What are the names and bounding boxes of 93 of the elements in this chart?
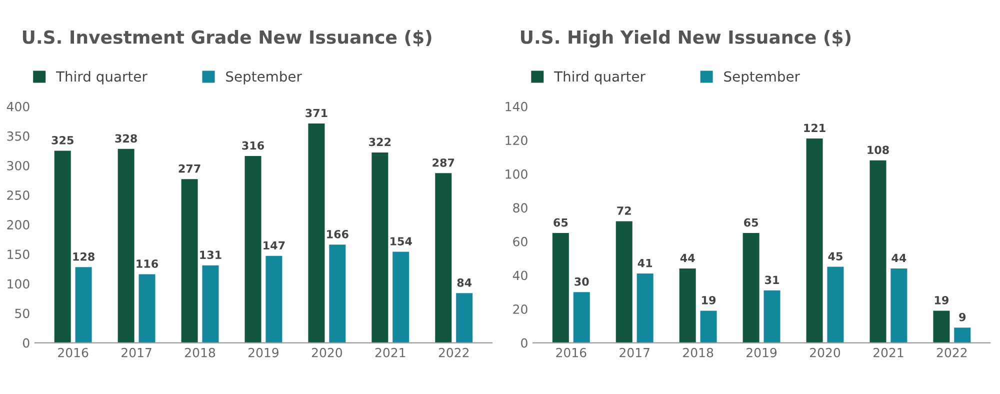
data-label: 316 [242, 141, 264, 150]
y-tick-label: 120 [506, 136, 528, 146]
x-tick-label: 2021 [873, 348, 904, 358]
data-label: 65 [554, 218, 568, 227]
bar [138, 274, 156, 343]
bar [764, 290, 780, 343]
x-tick-label: 2017 [620, 348, 650, 358]
x-tick-label: 2017 [122, 348, 152, 358]
chart-title: U.S. Investment Grade New Issuance ($) [22, 30, 432, 46]
legend-label: September [724, 70, 800, 84]
y-tick-label: 300 [7, 160, 30, 170]
data-label: 72 [617, 206, 631, 215]
y-tick-label: 140 [506, 102, 528, 112]
bar [700, 310, 717, 343]
y-tick-label: 50 [15, 308, 30, 318]
bar [890, 268, 908, 343]
data-label: 9 [959, 312, 966, 322]
data-label: 30 [574, 277, 589, 286]
bar [933, 310, 950, 343]
y-tick-label: 250 [7, 190, 30, 200]
y-tick-label: 200 [7, 220, 30, 230]
data-label: 131 [200, 250, 222, 260]
x-tick-label: 2022 [936, 348, 967, 358]
x-tick-label: 2016 [556, 348, 586, 358]
data-label: 31 [765, 276, 779, 284]
legend-label: Third quarter [554, 70, 646, 84]
data-label: 287 [432, 158, 454, 167]
y-tick-label: 0 [23, 338, 30, 348]
y-tick-label: 100 [506, 169, 528, 179]
bar [870, 160, 886, 343]
bar [573, 292, 590, 343]
bar [742, 233, 760, 343]
bar [827, 266, 844, 343]
bar [75, 267, 92, 343]
bar [329, 244, 346, 343]
data-label: 44 [680, 254, 695, 262]
bar [181, 179, 198, 343]
bar [456, 293, 473, 343]
chart-title: U.S. High Yield New Issuance ($) [521, 30, 850, 48]
y-tick-label: 80 [513, 203, 528, 213]
y-tick-label: 100 [8, 279, 30, 289]
x-tick-label: 2018 [185, 348, 216, 358]
data-label: 277 [178, 164, 200, 173]
data-label: 328 [115, 134, 137, 143]
x-tick-label: 2022 [438, 348, 469, 358]
bar [244, 156, 262, 343]
data-label: 84 [457, 278, 472, 287]
y-tick-label: 0 [521, 338, 528, 348]
bar [679, 268, 696, 343]
x-tick-label: 2019 [746, 348, 777, 358]
data-label: 128 [73, 252, 94, 261]
x-tick-label: 2020 [810, 348, 840, 358]
bar [435, 173, 452, 343]
data-label: 154 [390, 237, 412, 246]
y-tick-label: 60 [513, 236, 528, 246]
data-label: 45 [828, 252, 842, 260]
data-label: 325 [52, 136, 74, 144]
x-tick-label: 2019 [248, 348, 278, 358]
x-tick-label: 2021 [375, 348, 406, 358]
y-tick-label: 40 [512, 270, 528, 280]
data-label: 44 [892, 254, 906, 262]
y-tick-label: 400 [6, 102, 30, 112]
data-label: 166 [327, 230, 348, 238]
data-label: 108 [868, 146, 889, 154]
data-label: 371 [306, 108, 328, 118]
bar [308, 124, 325, 343]
legend-label: Third quarter [56, 70, 148, 84]
data-label: 147 [264, 241, 285, 250]
bar [616, 221, 632, 343]
x-tick-label: 2020 [312, 348, 342, 358]
bar [806, 138, 823, 343]
bar [202, 265, 219, 343]
legend-label: September [226, 70, 302, 84]
x-tick-label: 2016 [58, 348, 88, 358]
data-label: 322 [369, 138, 391, 146]
bar [54, 150, 71, 343]
bar [552, 233, 569, 343]
bar [372, 152, 388, 343]
bar [636, 274, 654, 343]
bar [392, 252, 410, 343]
data-label: 19 [702, 296, 716, 304]
data-label: 116 [136, 260, 158, 268]
data-label: 41 [638, 258, 652, 268]
bar [954, 328, 971, 343]
x-tick-label: 2018 [683, 348, 714, 358]
bar [266, 256, 282, 343]
y-tick-label: 350 [7, 131, 30, 141]
data-label: 65 [744, 218, 758, 227]
data-label: 19 [934, 296, 948, 304]
data-label: 121 [804, 124, 826, 132]
y-tick-label: 20 [513, 304, 528, 314]
bar [118, 148, 134, 343]
y-tick-label: 150 [8, 250, 30, 260]
